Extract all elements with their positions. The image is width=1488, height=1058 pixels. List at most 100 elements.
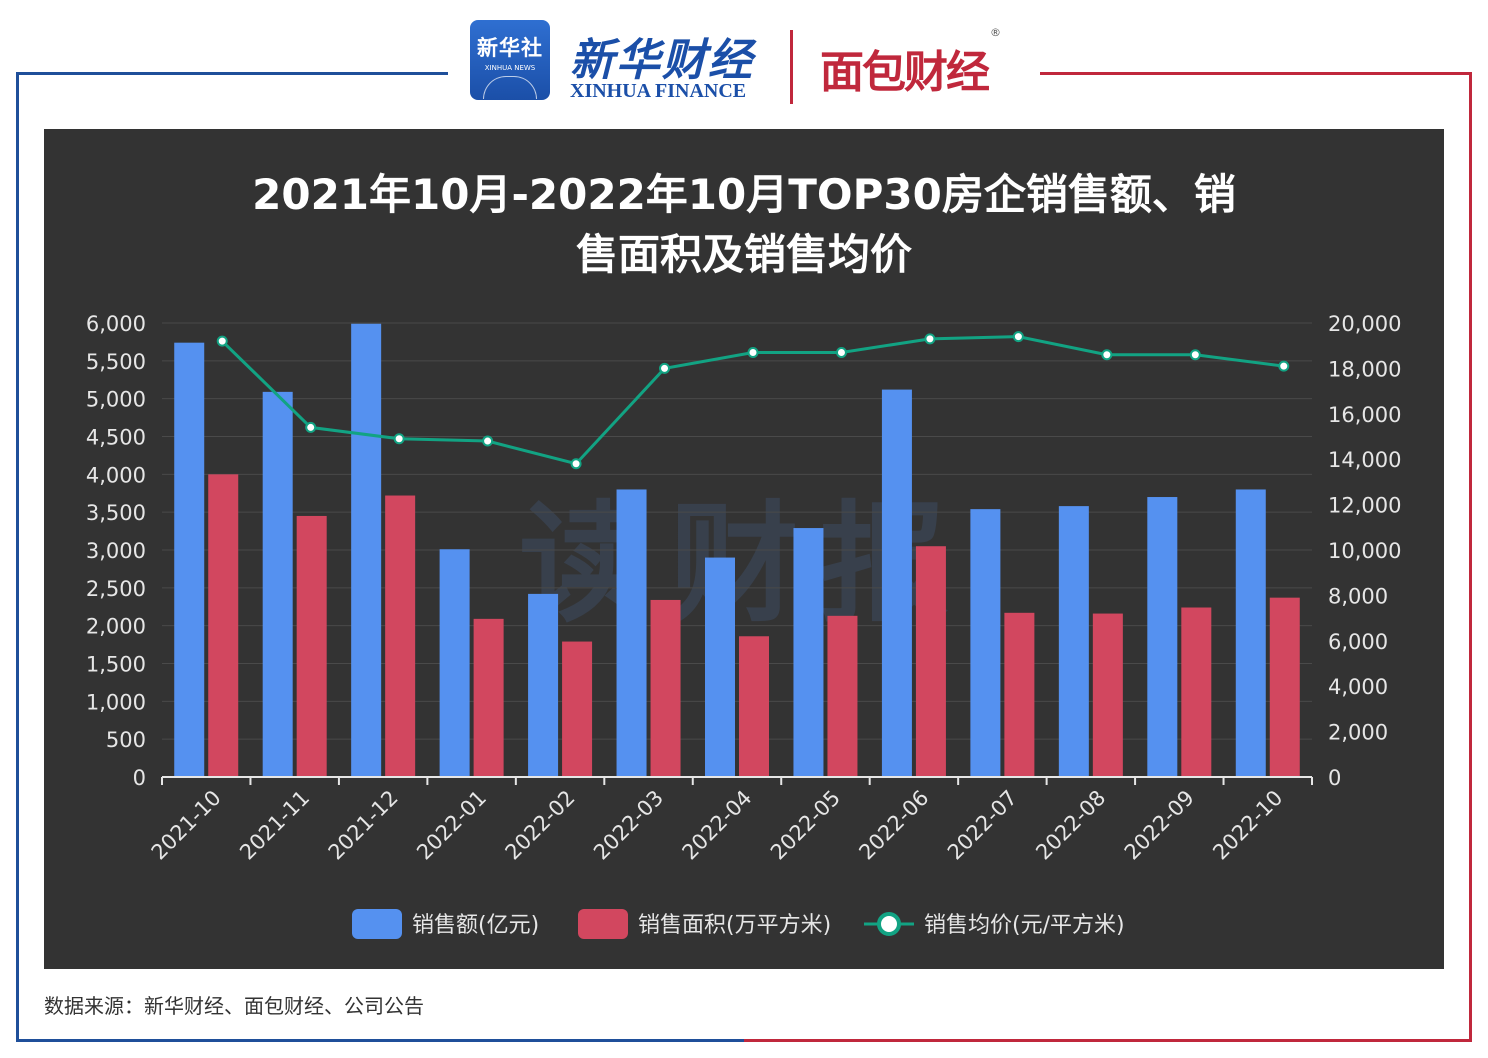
bar-sales-amount	[528, 593, 559, 777]
bar-sales-area	[1181, 607, 1212, 777]
x-tick-label: 2021-11	[235, 786, 314, 865]
y-left-tick-label: 1,000	[86, 690, 146, 714]
y-right-tick-label: 12,000	[1328, 494, 1401, 518]
bar-sales-amount	[616, 489, 647, 777]
bar-sales-amount	[262, 391, 293, 777]
point-avg-price	[1278, 360, 1290, 372]
x-tick-label: 2022-09	[1120, 786, 1199, 865]
point-avg-price	[305, 421, 317, 433]
x-tick-label: 2022-08	[1031, 786, 1110, 865]
logo-divider	[790, 30, 793, 104]
bar-sales-amount	[970, 509, 1001, 777]
y-right-tick-label: 8,000	[1328, 584, 1388, 608]
bar-sales-area	[1004, 612, 1035, 777]
xinhua-news-logo: 新华社 XINHUA NEWS	[470, 20, 550, 100]
y-left-tick-label: 3,500	[86, 501, 146, 525]
y-right-tick-label: 14,000	[1328, 448, 1401, 472]
bar-sales-area	[1269, 597, 1300, 777]
y-left-tick-label: 4,000	[86, 463, 146, 487]
bar-sales-area	[385, 495, 416, 777]
y-left-tick-label: 2,000	[86, 615, 146, 639]
point-avg-price	[1101, 349, 1113, 361]
point-avg-price	[924, 333, 936, 345]
point-avg-price	[747, 347, 759, 359]
x-tick-label: 2022-07	[943, 786, 1022, 865]
mianbao-finance-logo: 面包财经	[820, 47, 990, 98]
bar-sales-amount	[793, 528, 824, 777]
frame-top-right-line	[1040, 72, 1472, 75]
point-avg-price	[835, 347, 847, 359]
frame-left-line	[16, 72, 19, 1042]
frame-top-left-line	[16, 72, 448, 75]
xinhua-finance-logo-en: XINHUA FINANCE	[570, 80, 747, 102]
chart-title-line-2: 售面积及销售均价	[575, 230, 912, 279]
point-avg-price	[1189, 349, 1201, 361]
y-left-tick-label: 3,000	[86, 539, 146, 563]
registered-mark: ®	[990, 26, 1001, 39]
legend-sales-amount-label: 销售额(亿元)	[412, 913, 539, 938]
y-right-tick-label: 6,000	[1328, 630, 1388, 654]
x-tick-label: 2022-10	[1208, 786, 1287, 865]
bar-sales-amount	[1235, 489, 1266, 777]
source-note: 数据来源：新华财经、面包财经、公司公告	[44, 994, 424, 1018]
bar-sales-area	[915, 546, 946, 777]
x-tick-label: 2021-10	[147, 786, 226, 865]
xinhua-badge-en: XINHUA NEWS	[484, 64, 536, 72]
bar-sales-area	[296, 515, 327, 777]
y-right-tick-label: 10,000	[1328, 539, 1401, 563]
bar-sales-amount	[351, 323, 382, 777]
y-left-tick-label: 500	[106, 728, 146, 752]
xinhua-finance-logo-text: 新华财经	[570, 35, 754, 86]
y-right-tick-label: 18,000	[1328, 357, 1401, 381]
bar-sales-area	[650, 599, 681, 777]
y-left-tick-label: 2,500	[86, 577, 146, 601]
x-tick-label: 2022-02	[501, 786, 580, 865]
legend-sales-amount-swatch	[352, 909, 402, 939]
x-tick-label: 2022-06	[854, 786, 933, 865]
legend-sales-area-swatch	[578, 909, 628, 939]
frame-bottom-line	[16, 1039, 1472, 1042]
y-right-tick-label: 4,000	[1328, 675, 1388, 699]
bar-sales-area	[827, 615, 858, 777]
frame-right-line	[1469, 72, 1472, 1042]
bar-sales-amount	[881, 389, 912, 777]
point-avg-price	[659, 362, 671, 374]
point-avg-price	[570, 458, 582, 470]
legend-avg-price-swatch-dot	[877, 912, 901, 936]
chart-title-line-1: 2021年10月-2022年10月TOP30房企销售额、销	[252, 170, 1236, 219]
y-left-tick-label: 1,500	[86, 653, 146, 677]
y-right-tick-label: 0	[1328, 766, 1341, 790]
point-avg-price	[393, 433, 405, 445]
x-tick-label: 2022-05	[766, 786, 845, 865]
chart-svg: 读财报05001,0001,5002,0002,5003,0003,5004,0…	[86, 312, 1401, 939]
legend-sales-area-label: 销售面积(万平方米)	[638, 913, 831, 938]
point-avg-price	[1012, 331, 1024, 343]
bar-sales-amount	[174, 342, 205, 777]
legend-avg-price-label: 销售均价(元/平方米)	[924, 913, 1125, 938]
bar-sales-amount	[1058, 506, 1089, 777]
y-left-tick-label: 5,000	[86, 388, 146, 412]
x-tick-label: 2022-03	[589, 786, 668, 865]
bar-sales-amount	[1147, 497, 1178, 777]
y-left-tick-label: 0	[133, 766, 146, 790]
bar-sales-area	[739, 636, 769, 777]
point-avg-price	[216, 335, 228, 347]
y-left-tick-label: 5,500	[86, 350, 146, 374]
bar-sales-amount	[439, 549, 470, 777]
point-avg-price	[482, 435, 494, 447]
bar-sales-area	[1092, 613, 1123, 777]
bar-sales-amount	[705, 557, 735, 777]
y-left-tick-label: 4,500	[86, 426, 146, 450]
x-tick-label: 2022-01	[412, 786, 491, 865]
bar-sales-area	[208, 474, 239, 777]
x-tick-label: 2021-12	[324, 786, 403, 865]
chart-panel: 2021年10月-2022年10月TOP30房企销售额、销 售面积及销售均价 读…	[44, 129, 1444, 969]
y-left-tick-label: 6,000	[86, 312, 146, 336]
xinhua-badge-cn: 新华社	[477, 36, 543, 60]
header-logos: 新华社 XINHUA NEWS 新华财经 XINHUA FINANCE 面包财经…	[470, 18, 1030, 108]
y-right-tick-label: 2,000	[1328, 721, 1388, 745]
globe-icon	[483, 76, 537, 99]
chart-title: 2021年10月-2022年10月TOP30房企销售额、销 售面积及销售均价	[44, 165, 1444, 285]
x-tick-label: 2022-04	[678, 786, 757, 865]
bar-sales-area	[562, 641, 593, 777]
